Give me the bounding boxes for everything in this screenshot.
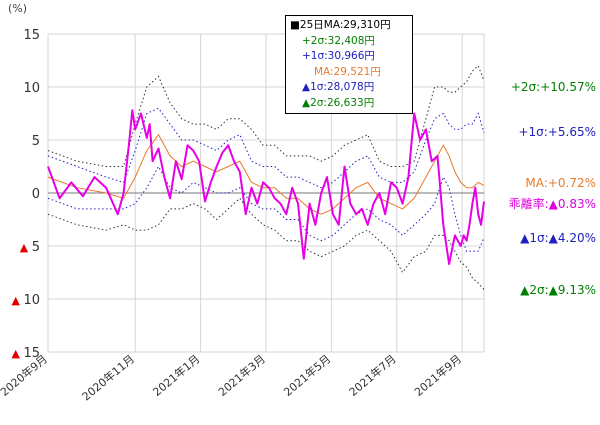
- sigma1-upper-line: [47, 107, 485, 189]
- annotation-label: ▲2σ:▲9.13%: [520, 283, 596, 297]
- annotation-value: 9.13%: [557, 283, 596, 297]
- y-tick-label: ▲ 10: [11, 293, 40, 308]
- y-tick-value: 10: [23, 81, 40, 96]
- y-tick-label: ▲ 5: [20, 240, 40, 255]
- legend-entry: ▲1σ:28,078円: [302, 81, 374, 94]
- annotation-value: 0.83%: [557, 197, 596, 211]
- annotation-text: +1σ:+5.65%: [518, 125, 596, 139]
- y-tick-value: 0: [32, 187, 40, 202]
- chart-legend: ■25日MA:29,310円 +2σ:32,408円 +1σ:30,966円 MA:2…: [285, 15, 413, 114]
- y-tick-label: 5: [32, 134, 40, 149]
- annotation-text: +2σ:+10.57%: [510, 80, 596, 94]
- annotation-label: ▲1σ:▲4.20%: [520, 231, 596, 245]
- triangle-marker-icon: ▲: [548, 231, 558, 245]
- y-tick-value: 5: [32, 134, 40, 149]
- annotation-label: +2σ:+10.57%: [511, 80, 596, 94]
- y-tick-label: 15: [23, 28, 40, 43]
- y-tick-label: 10: [23, 81, 40, 96]
- triangle-marker-icon: ▲: [520, 283, 530, 297]
- y-tick-label: 0: [32, 187, 40, 202]
- triangle-marker-icon: ▲: [302, 81, 311, 93]
- legend-entry: +2σ:32,408円: [302, 35, 375, 48]
- legend-entry: MA:29,521円: [314, 66, 381, 79]
- annotation-label: 乖離率:▲0.83%: [509, 197, 596, 211]
- square-marker-icon: ■: [290, 19, 300, 31]
- deviation-line-layer: [47, 109, 485, 265]
- legend-entry-text: MA:29,521円: [314, 65, 381, 78]
- x-tick-label: 2021年3月: [215, 352, 268, 399]
- annotation-label: +1σ:+5.65%: [518, 125, 596, 139]
- negative-marker-icon: ▲: [20, 241, 32, 254]
- triangle-marker-icon: ▲: [548, 197, 558, 211]
- x-tick-label: 2021年7月: [346, 352, 399, 399]
- y-tick-value: 10: [23, 293, 40, 308]
- legend-entry: ■25日MA:29,310円: [290, 19, 391, 32]
- triangle-marker-icon: ▲: [302, 96, 311, 109]
- legend-entry-text: 1σ:28,078円: [310, 81, 375, 93]
- legend-entry-text: +2σ:32,408円: [302, 34, 375, 47]
- annotation-text: 乖離率:: [508, 197, 549, 211]
- deviation-line: [47, 109, 485, 265]
- legend-entry-text: +1σ:30,966円: [302, 50, 375, 62]
- y-tick-value: 15: [23, 346, 40, 361]
- legend-entry-text: 2σ:26,633円: [310, 96, 375, 109]
- x-tick-label: 2021年9月: [411, 352, 464, 399]
- annotation-value: 4.20%: [557, 231, 596, 245]
- annotation-label: MA:+0.72%: [525, 176, 596, 190]
- x-tick-label: 2021年1月: [150, 352, 203, 399]
- annotation-text: 1σ:: [529, 231, 549, 245]
- negative-marker-icon: ▲: [11, 347, 23, 360]
- y-tick-value: 15: [23, 28, 40, 43]
- x-tick-label: 2021年5月: [281, 352, 334, 399]
- y-unit-label: (%): [8, 2, 28, 15]
- x-tick-labels: 2020年9月 2020年11月 2021年1月 2021年3月 2021年5月 2021…: [0, 352, 464, 404]
- legend-entry: ▲2σ:26,633円: [302, 97, 374, 110]
- x-tick-label: 2020年11月: [79, 352, 137, 404]
- legend-entry-text: 25日MA:29,310円: [299, 19, 391, 31]
- triangle-marker-icon: ▲: [520, 231, 530, 245]
- negative-marker-icon: ▲: [11, 294, 23, 307]
- annotation-text: MA:+0.72%: [525, 176, 596, 190]
- band-lines-layer: [47, 64, 485, 290]
- y-tick-value: 5: [32, 240, 40, 255]
- triangle-marker-icon: ▲: [548, 283, 558, 297]
- legend-entry: +1σ:30,966円: [302, 50, 375, 63]
- y-tick-label: ▲ 15: [11, 346, 40, 361]
- annotation-text: 2σ:: [529, 283, 549, 297]
